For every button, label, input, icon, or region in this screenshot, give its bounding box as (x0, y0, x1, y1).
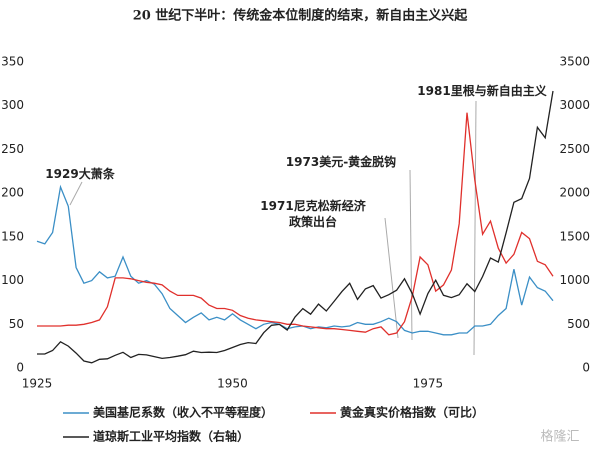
x-tick-label: 1950 (217, 377, 248, 391)
chart-title: 20 世纪下半叶：传统金本位制度的结束，新自由主义兴起 (133, 8, 469, 24)
y2-tick-label: 1000 (559, 273, 590, 287)
series-line (37, 90, 554, 364)
y2-tick-label: 1500 (559, 229, 590, 243)
x-tick-label: 1975 (413, 377, 444, 391)
series-line (37, 112, 554, 336)
y-tick-label: 150 (1, 229, 24, 243)
x-tick-label: 1925 (22, 377, 53, 391)
legend-label: 美国基尼系数（收入不平等程度） (93, 405, 273, 420)
annotation: 1971尼克松新经济政策出台 (260, 199, 366, 229)
legend-label: 道琼斯工业平均指数（右轴） (93, 429, 249, 444)
leader-line (409, 169, 413, 341)
y-tick-label: 0 (16, 361, 24, 375)
leader-line (69, 181, 83, 206)
y2-tick-label: 2500 (559, 142, 590, 156)
y2-tick-label: 3500 (559, 55, 590, 69)
y2-tick-label: 0 (582, 361, 590, 375)
y-tick-label: 350 (1, 55, 24, 69)
annotation: 1929大萧条 (45, 167, 115, 181)
y2-tick-label: 2000 (559, 186, 590, 200)
leader-line (473, 100, 477, 356)
y2-tick-label: 3000 (559, 98, 590, 112)
watermark: 格隆汇 (540, 429, 579, 445)
y-tick-label: 300 (1, 98, 24, 112)
annotation: 1981里根与新自由主义 (417, 84, 547, 98)
y-tick-label: 200 (1, 186, 24, 200)
series-line (36, 184, 554, 336)
y2-tick-label: 500 (567, 317, 590, 331)
y-tick-label: 100 (1, 273, 24, 287)
legend-label: 黄金真实价格指数（可比） (340, 405, 484, 420)
leader-line (384, 217, 399, 339)
y-tick-label: 50 (9, 317, 24, 331)
annotation: 1973美元-黄金脱钩 (285, 155, 397, 169)
y-tick-label: 250 (1, 142, 24, 156)
